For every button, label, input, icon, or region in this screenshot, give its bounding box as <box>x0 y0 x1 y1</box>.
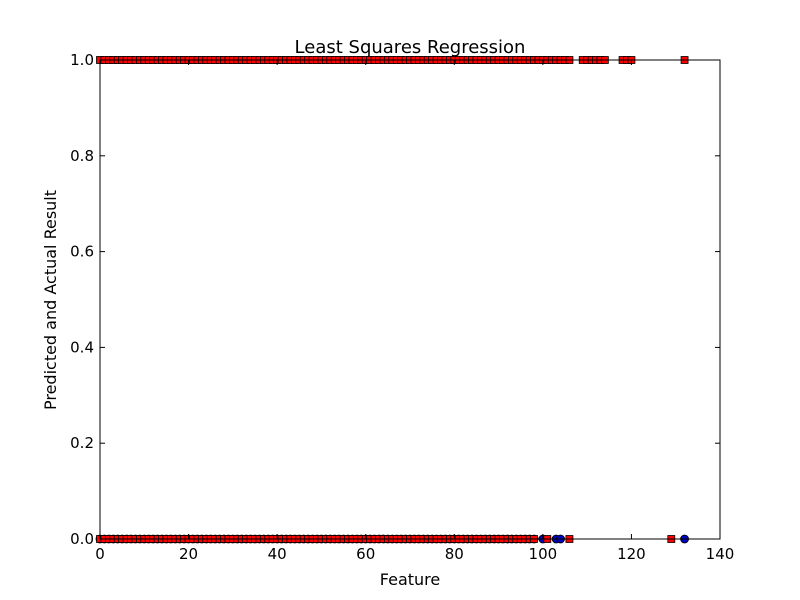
x-tick-label: 100 <box>529 545 558 563</box>
y-tick-label: 0.2 <box>70 434 94 452</box>
x-tick-label: 20 <box>179 545 198 563</box>
chart-title: Least Squares Regression <box>295 37 526 58</box>
x-tick-label: 120 <box>617 545 646 563</box>
plot-area <box>100 60 720 539</box>
y-tick-label: 0.8 <box>70 147 94 165</box>
plot-frame <box>99 59 721 540</box>
y-tick-label: 0.4 <box>70 338 94 356</box>
x-tick-label: 80 <box>445 545 464 563</box>
y-tick-label: 0.6 <box>70 243 94 261</box>
y-tick-label: 1.0 <box>70 51 94 69</box>
x-tick-label: 140 <box>706 545 735 563</box>
y-axis-label: Predicted and Actual Result <box>41 190 60 410</box>
x-tick-label: 0 <box>95 545 105 563</box>
x-tick-label: 40 <box>268 545 287 563</box>
y-tick-label: 0.0 <box>70 530 94 548</box>
x-axis-label: Feature <box>380 570 440 589</box>
x-tick-label: 60 <box>356 545 375 563</box>
